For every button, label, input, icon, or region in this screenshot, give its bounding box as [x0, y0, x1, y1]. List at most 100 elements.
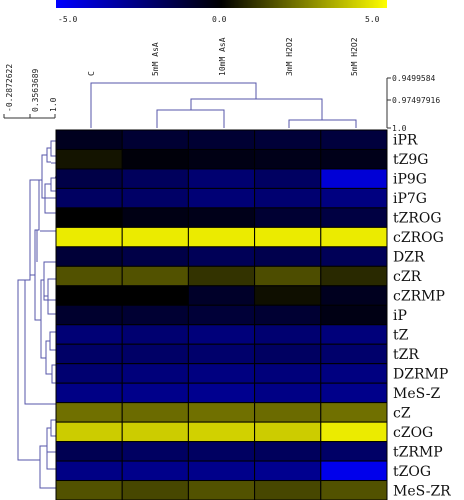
column-label-c: C: [87, 71, 96, 76]
column-label-5mm-h2o2: 5mM H2O2: [350, 37, 359, 76]
heatmap-cell: [320, 129, 388, 150]
heatmap-cell: [187, 285, 256, 306]
heatmap-cell: [187, 246, 256, 267]
row-label: MeS-Z: [393, 386, 440, 402]
heatmap-cell: [320, 460, 388, 482]
heatmap-cell: [121, 187, 189, 209]
row-dendrogram: [17, 140, 56, 489]
row-label: iP7G: [393, 191, 427, 207]
heatmap-cell: [121, 285, 189, 306]
heatmap-cell: [187, 187, 256, 209]
heatmap-cell: [320, 421, 388, 443]
heatmap-cell: [187, 363, 256, 384]
colorbar-max-label: 5.0: [365, 15, 380, 24]
heatmap-cell: [55, 460, 123, 482]
heatmap-cell: [55, 129, 123, 150]
heatmap-cell: [187, 382, 256, 404]
heatmap-cell: [187, 343, 256, 365]
heatmap-cell: [187, 304, 256, 326]
row-dendrogram-tick-mid: 0.3563689: [31, 68, 40, 112]
heatmap-cell: [254, 363, 322, 384]
heatmap-cell: [55, 285, 123, 306]
row-label: cZROG: [393, 230, 444, 246]
row-label: iP9G: [393, 172, 427, 188]
heatmap-cell: [254, 168, 322, 189]
row-dendrogram-tick-left: -0.2872622: [5, 64, 14, 112]
heatmap-cell: [187, 265, 256, 287]
heatmap-cell: [121, 363, 189, 384]
heatmap-cell: [254, 480, 322, 500]
column-label-5mm-asa: 5mM AsA: [151, 42, 160, 76]
heatmap-cells: [55, 129, 388, 500]
row-label: tZRMP: [393, 444, 443, 460]
heatmap-cell: [55, 246, 123, 267]
heatmap-cell: [320, 265, 388, 287]
heatmap-cell: [187, 480, 256, 500]
column-dendrogram-tick-mid: 0.97497916: [392, 96, 440, 105]
heatmap-cell: [55, 421, 123, 443]
heatmap-cell: [320, 382, 388, 404]
heatmap-cell: [320, 168, 388, 189]
row-label: iP: [393, 308, 407, 324]
heatmap-cell: [254, 460, 322, 482]
heatmap-cell: [320, 246, 388, 267]
heatmap-cell: [254, 402, 322, 423]
heatmap-cell: [121, 382, 189, 404]
heatmap-cell: [320, 207, 388, 228]
heatmap-cell: [187, 441, 256, 462]
row-label: tZ: [393, 327, 409, 343]
heatmap-cell: [55, 187, 123, 209]
row-labels: iPR tZ9G iP9G iP7G tZROG cZROG DZR cZR cZRMP iP tZ…: [393, 133, 451, 500]
row-label: cZR: [393, 269, 422, 285]
heatmap-cell: [55, 265, 123, 287]
heatmap-cell: [187, 460, 256, 482]
heatmap-cell: [121, 304, 189, 326]
column-dendrogram-tick-bottom: 1.0: [392, 124, 407, 133]
heatmap-cell: [121, 226, 189, 248]
heatmap-cell: [121, 402, 189, 423]
column-label-10mm-asa: 10mM AsA: [218, 37, 227, 76]
heatmap-cell: [254, 285, 322, 306]
heatmap-cell: [55, 480, 123, 500]
colorbar-min-label: -5.0: [58, 15, 77, 24]
heatmap-cell: [121, 421, 189, 443]
heatmap-cell: [187, 207, 256, 228]
heatmap-cell: [254, 148, 322, 170]
heatmap-cell: [121, 148, 189, 170]
heatmap-cell: [254, 226, 322, 248]
heatmap-cell: [320, 363, 388, 384]
column-dendrogram: [90, 82, 357, 128]
colorbar-mid-label: 0.0: [212, 15, 227, 24]
heatmap-cell: [121, 343, 189, 365]
heatmap-cell: [121, 207, 189, 228]
heatmap-cell: [55, 402, 123, 423]
heatmap-cell: [55, 304, 123, 326]
heatmap-cell: [254, 129, 322, 150]
heatmap-cell: [187, 421, 256, 443]
heatmap-cell: [187, 148, 256, 170]
heatmap-cell: [254, 265, 322, 287]
heatmap-cell: [254, 382, 322, 404]
heatmap-cell: [254, 343, 322, 365]
heatmap-cell: [254, 441, 322, 462]
heatmap-cell: [121, 246, 189, 267]
column-label-3mm-h2o2: 3mM H2O2: [285, 37, 294, 76]
row-label: tZR: [393, 347, 419, 363]
heatmap-cell: [121, 324, 189, 345]
row-label: cZOG: [393, 425, 433, 441]
heatmap-cell: [320, 324, 388, 345]
heatmap-cell: [254, 246, 322, 267]
row-dendrogram-tick-right: 1.0: [49, 97, 58, 112]
row-label: DZRMP: [393, 366, 448, 382]
heatmap-cell: [55, 226, 123, 248]
heatmap-cell: [55, 207, 123, 228]
row-label: cZRMP: [393, 289, 445, 305]
heatmap-cell: [320, 304, 388, 326]
heatmap-cell: [55, 343, 123, 365]
heatmap-cell: [187, 324, 256, 345]
heatmap-cell: [254, 187, 322, 209]
heatmap-cell: [254, 421, 322, 443]
row-label: DZR: [393, 250, 425, 266]
heatmap-cell: [121, 168, 189, 189]
row-label: MeS-ZR: [393, 483, 451, 499]
